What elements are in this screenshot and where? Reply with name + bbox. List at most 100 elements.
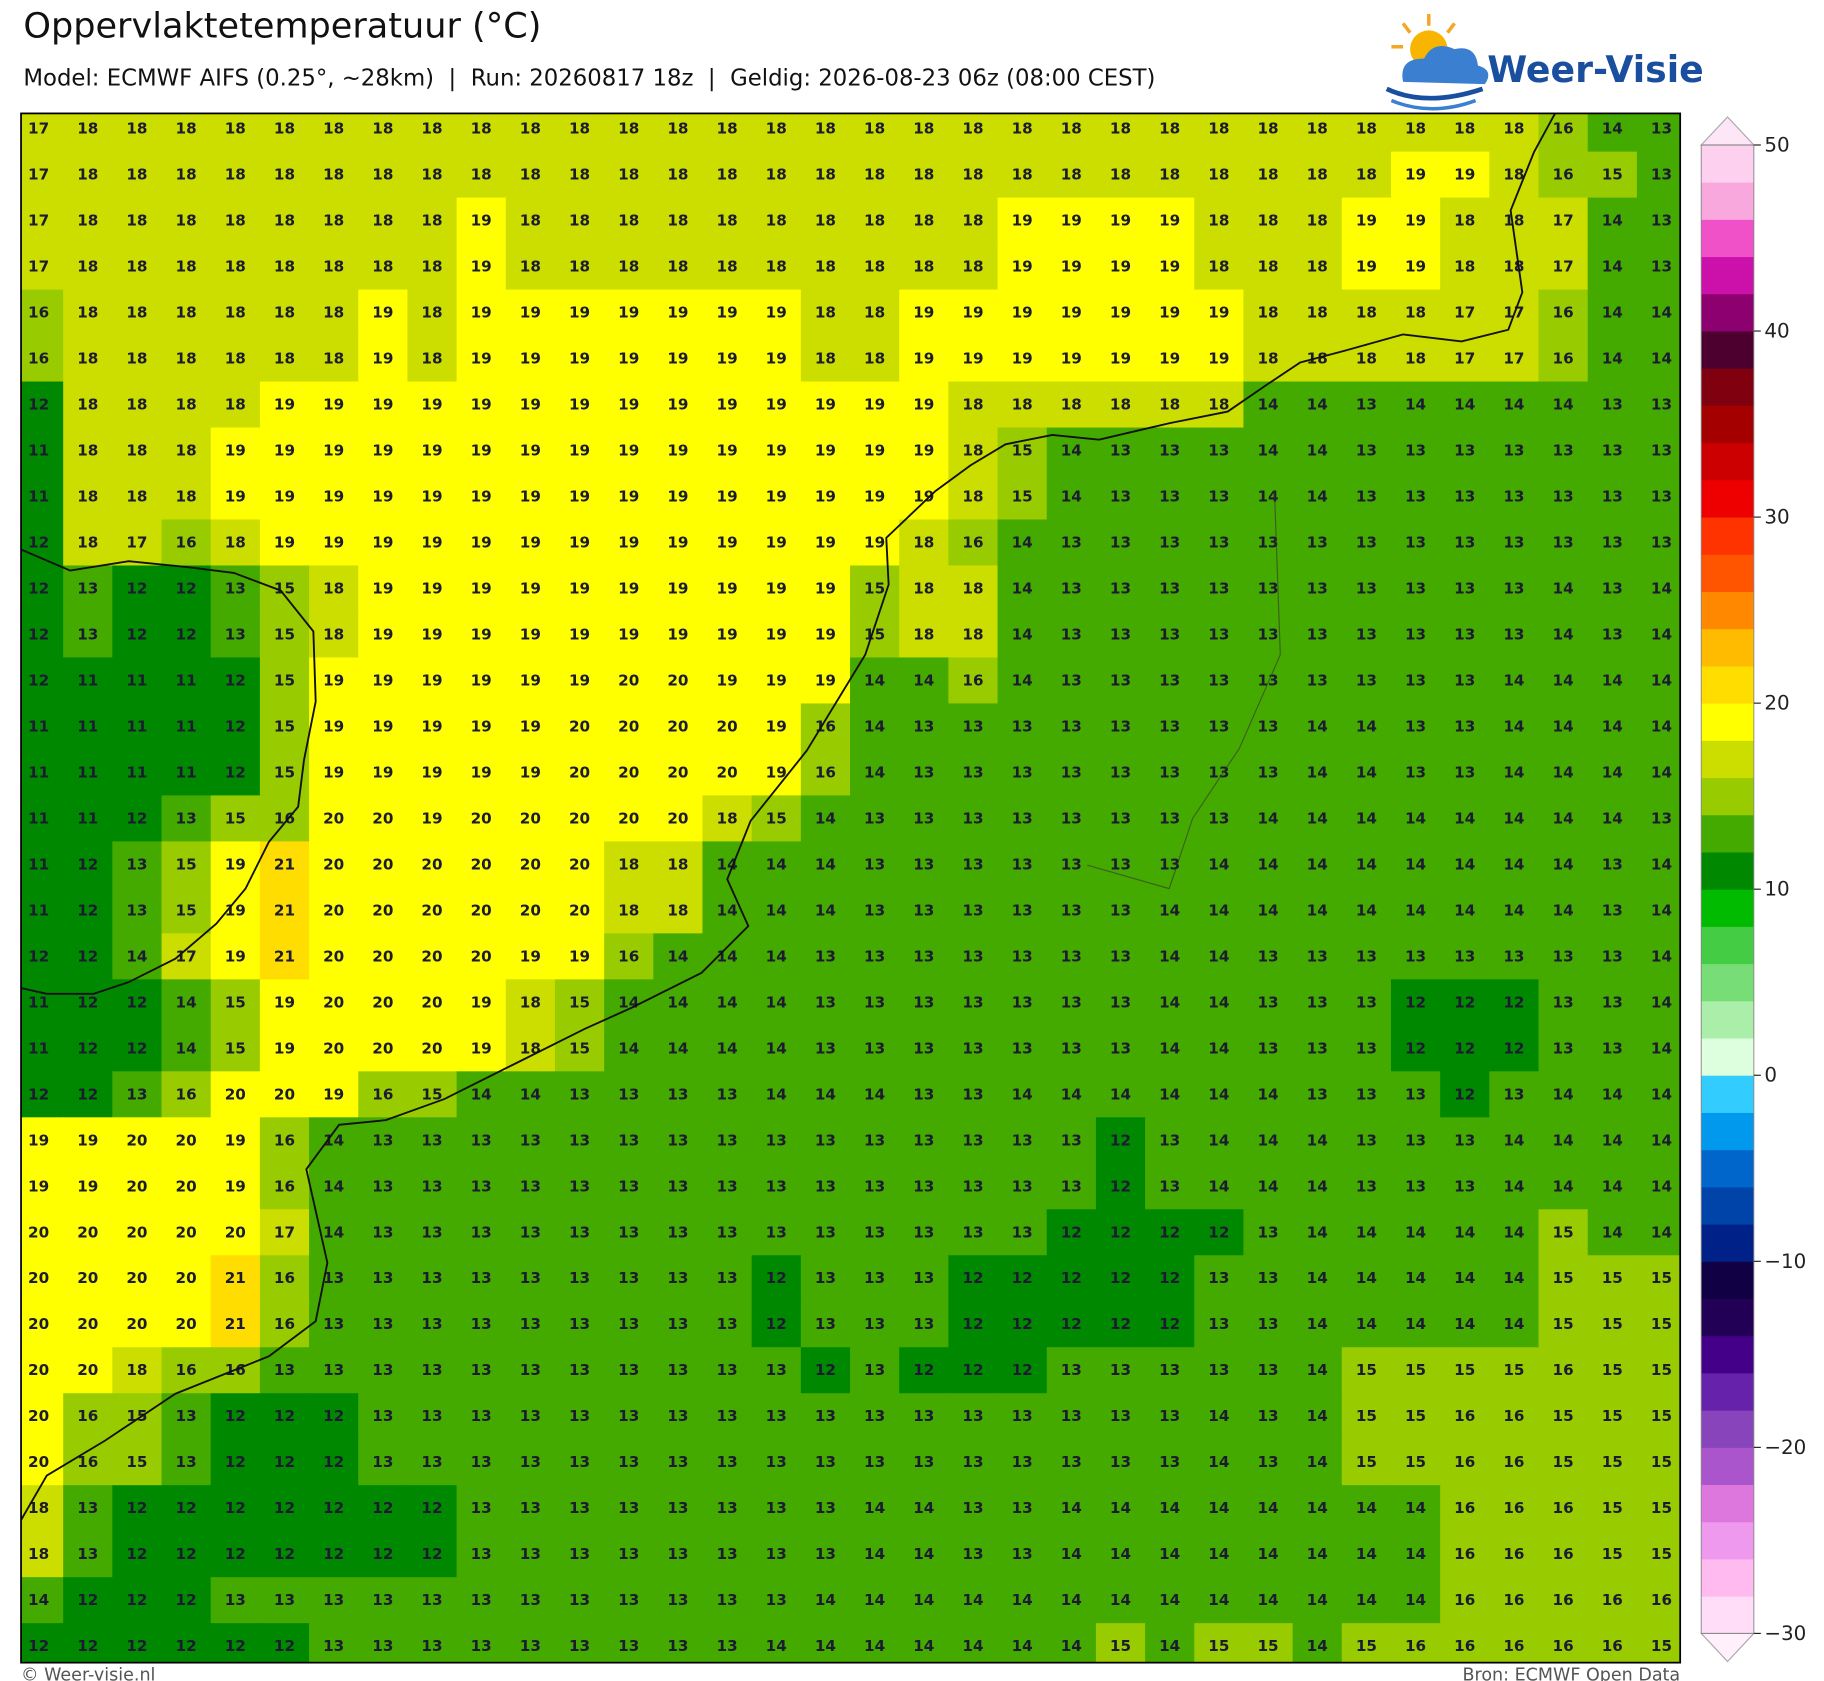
temperature-cell [63, 1439, 114, 1486]
temperature-label: 19 [618, 304, 639, 322]
temperature-label: 16 [1454, 1545, 1475, 1563]
temperature-label: 19 [274, 396, 295, 414]
temperature-label: 14 [1602, 304, 1623, 322]
temperature-label: 19 [274, 533, 295, 551]
temperature-cell [505, 841, 556, 889]
temperature-cell [800, 795, 851, 843]
temperature-cell [309, 657, 359, 705]
temperature-cell [309, 795, 359, 843]
temperature-cell [899, 113, 950, 153]
temperature-label: 14 [1307, 717, 1328, 735]
temperature-label: 19 [372, 304, 393, 322]
temperature-label: 13 [1602, 993, 1623, 1011]
temperature-label: 13 [1356, 625, 1377, 643]
temperature-cell [407, 1301, 458, 1348]
temperature-cell [1390, 289, 1441, 337]
temperature-cell [1538, 1531, 1589, 1578]
temperature-label: 13 [913, 855, 934, 873]
temperature-cell [1587, 1623, 1638, 1663]
temperature-label: 14 [1061, 488, 1082, 506]
temperature-cell [1243, 1117, 1294, 1164]
temperature-label: 18 [225, 304, 246, 322]
temperature-label: 13 [913, 1085, 934, 1103]
temperature-cell [1587, 1301, 1638, 1348]
temperature-label: 21 [225, 1269, 246, 1287]
temperature-cell [505, 335, 556, 383]
temperature-cell [850, 243, 900, 291]
temperature-cell [702, 1485, 753, 1532]
temperature-cell [63, 657, 114, 705]
temperature-label: 14 [1553, 855, 1574, 873]
temperature-cell [899, 1531, 950, 1578]
temperature-cell [456, 703, 507, 751]
temperature-label: 11 [28, 763, 49, 781]
colorbar-band [1701, 182, 1754, 220]
temperature-cell [850, 1209, 900, 1256]
temperature-cell [1243, 1071, 1294, 1119]
temperature-cell [1243, 1025, 1294, 1073]
temperature-label: 14 [1651, 763, 1672, 781]
temperature-label: 15 [1553, 1269, 1574, 1287]
temperature-label: 14 [1553, 1131, 1574, 1149]
temperature-cell [1292, 979, 1343, 1027]
temperature-cell [1046, 933, 1097, 981]
temperature-label: 18 [569, 258, 590, 276]
temperature-cell [63, 703, 114, 751]
temperature-label: 13 [1405, 488, 1426, 506]
temperature-label: 20 [77, 1269, 98, 1287]
temperature-label: 20 [421, 855, 442, 873]
temperature-cell [112, 427, 163, 475]
temperature-label: 14 [815, 901, 836, 919]
temperature-label: 20 [618, 763, 639, 781]
temperature-label: 18 [274, 212, 295, 230]
temperature-label: 13 [1356, 488, 1377, 506]
temperature-label: 13 [667, 1453, 688, 1471]
temperature-label: 18 [962, 579, 983, 597]
temperature-cell [1636, 657, 1681, 705]
temperature-label: 18 [77, 304, 98, 322]
temperature-cell [1390, 749, 1441, 797]
temperature-label: 18 [274, 304, 295, 322]
temperature-cell [63, 113, 114, 153]
temperature-cell [1440, 289, 1491, 337]
temperature-cell [702, 1301, 753, 1348]
temperature-label: 17 [1454, 350, 1475, 368]
temperature-cell [1046, 1393, 1097, 1440]
temperature-label: 20 [569, 717, 590, 735]
temperature-cell [1390, 1209, 1441, 1256]
temperature-label: 13 [717, 1637, 738, 1655]
temperature-label: 14 [1257, 855, 1278, 873]
temperature-cell [1440, 243, 1491, 291]
temperature-label: 18 [864, 350, 885, 368]
temperature-cell [1636, 1485, 1681, 1532]
temperature-cell [1636, 1393, 1681, 1440]
temperature-cell [1095, 1623, 1146, 1663]
temperature-cell [259, 749, 310, 797]
temperature-cell [456, 1255, 507, 1302]
temperature-cell [112, 611, 163, 659]
temperature-cell [899, 1025, 950, 1073]
temperature-label: 15 [1651, 1545, 1672, 1563]
temperature-cell [1636, 427, 1681, 475]
temperature-cell [407, 427, 458, 475]
temperature-cell [505, 1071, 556, 1119]
temperature-cell [259, 657, 310, 705]
temperature-label: 12 [28, 1085, 49, 1103]
temperature-cell [161, 979, 212, 1027]
temperature-label: 13 [1110, 717, 1131, 735]
temperature-cell [1587, 1531, 1638, 1578]
temperature-label: 14 [1651, 901, 1672, 919]
temperature-label: 13 [1208, 1315, 1229, 1333]
temperature-cell [1145, 795, 1195, 843]
temperature-cell [21, 335, 64, 383]
temperature-cell [899, 1623, 950, 1663]
temperature-label: 14 [1208, 1407, 1229, 1425]
temperature-label: 13 [569, 1499, 590, 1517]
temperature-label: 18 [126, 442, 147, 460]
temperature-label: 14 [815, 1637, 836, 1655]
temperature-cell [604, 1577, 655, 1624]
temperature-cell [800, 1485, 851, 1532]
temperature-cell [1538, 473, 1589, 521]
temperature-cell [309, 1623, 359, 1663]
temperature-label: 18 [962, 396, 983, 414]
